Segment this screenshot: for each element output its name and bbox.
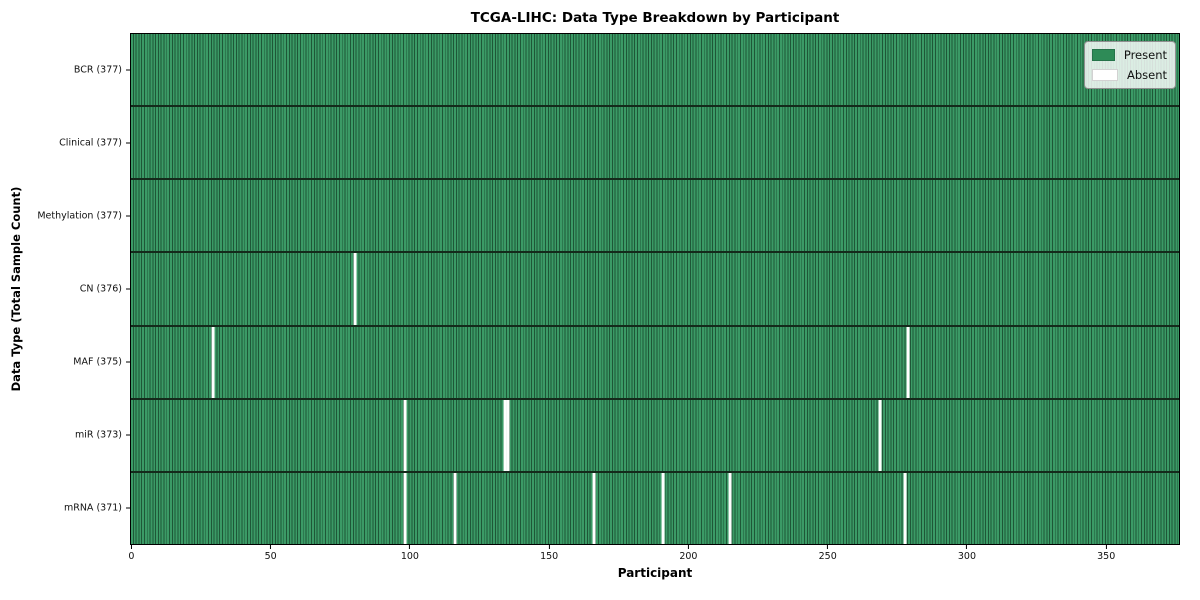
y-tick-label-methylation: Methylation (377) (37, 210, 122, 222)
y-tick-label-mir: miR (373) (74, 429, 122, 441)
x-tick-mark (966, 545, 968, 549)
x-tick-label: 250 (818, 551, 837, 562)
x-tick-mark (1105, 545, 1107, 549)
absent-mark (906, 326, 910, 398)
heatmap-row-mrna (131, 472, 1179, 544)
absent-mark (353, 253, 357, 325)
absent-mark (903, 472, 907, 544)
heatmap-row-methylation (131, 180, 1179, 254)
legend-present-label: Present (1123, 48, 1167, 62)
absent-mark (211, 326, 215, 398)
heatmap-row-mir (131, 399, 1179, 473)
absent-mark (403, 472, 407, 544)
legend: Present Absent (1084, 41, 1176, 89)
heatmap-row-maf (131, 326, 1179, 400)
legend-item-present: Present (1092, 48, 1167, 62)
x-tick-label: 50 (264, 551, 277, 562)
x-tick: 0 (128, 545, 134, 562)
x-tick: 350 (1097, 545, 1115, 562)
y-tick-mark (126, 361, 130, 363)
y-tick-label-clinical: Clinical (377) (59, 137, 122, 149)
x-axis-label: Participant (617, 566, 693, 580)
y-tick-mark (126, 434, 130, 436)
x-tick: 300 (958, 545, 976, 562)
absent-mark (592, 472, 596, 544)
heatmap-row-clinical (131, 107, 1179, 181)
x-tick-mark (130, 545, 132, 549)
absent-mark (506, 399, 510, 471)
chart-title: TCGA-LIHC: Data Type Breakdown by Partic… (470, 10, 840, 26)
y-tick-label-bcr: BCR (377) (73, 64, 122, 76)
x-tick-row: 0 50 100 150 200 250 300 350 (128, 545, 1180, 567)
legend-item-absent: Absent (1092, 68, 1167, 82)
x-tick-mark (827, 545, 829, 549)
absent-mark (661, 472, 665, 544)
absent-mark (453, 472, 457, 544)
x-tick-label: 150 (540, 551, 559, 562)
x-tick-mark (687, 545, 689, 549)
y-tick-marks (126, 33, 130, 545)
x-tick-mark (548, 545, 550, 549)
legend-absent-label: Absent (1126, 68, 1167, 82)
y-tick-label-mrna: mRNA (371) (63, 502, 122, 514)
y-tick-mark (126, 288, 130, 290)
plot-area (130, 33, 1180, 545)
x-tick-label: 300 (957, 551, 976, 562)
absent-mark (728, 472, 732, 544)
x-tick-label: 350 (1097, 551, 1116, 562)
heatmap-row-bcr (131, 34, 1179, 108)
y-tick-mark (126, 215, 130, 217)
x-tick-mark (270, 545, 272, 549)
y-tick-label-cn: CN (376) (79, 283, 122, 295)
legend-absent-swatch (1092, 69, 1118, 81)
y-tick-mark (126, 507, 130, 509)
x-tick: 250 (819, 545, 837, 562)
y-tick-mark (126, 69, 130, 71)
y-tick-mark (126, 142, 130, 144)
x-tick: 200 (679, 545, 697, 562)
y-tick-label-maf: MAF (375) (73, 356, 122, 368)
x-tick: 150 (540, 545, 558, 562)
x-tick: 50 (265, 545, 277, 562)
x-tick-mark (409, 545, 411, 549)
absent-mark (403, 399, 407, 471)
y-tick-labels: BCR (377) Clinical (377) Methylation (377)… (0, 33, 122, 545)
legend-present-swatch (1092, 49, 1115, 61)
x-tick-label: 200 (679, 551, 698, 562)
x-tick-label: 0 (128, 551, 135, 562)
x-tick: 100 (401, 545, 419, 562)
x-tick-label: 100 (400, 551, 419, 562)
absent-mark (503, 399, 507, 471)
absent-mark (878, 399, 882, 471)
heatmap-row-cn (131, 253, 1179, 327)
